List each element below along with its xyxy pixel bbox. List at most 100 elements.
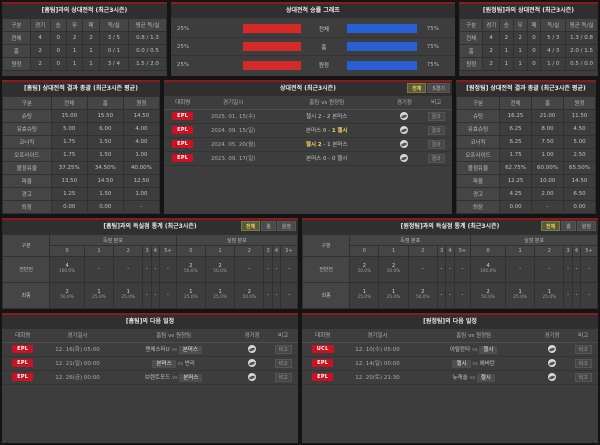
col-win: 승 bbox=[498, 18, 514, 32]
col-stadium: 경기장 bbox=[535, 329, 569, 343]
memo-button[interactable]: 비고 bbox=[274, 372, 292, 382]
memo-cell[interactable]: 비고 bbox=[268, 370, 298, 385]
cell-total: 0.00 bbox=[50, 200, 88, 214]
stadium-cell[interactable] bbox=[235, 342, 269, 357]
memo-cell[interactable]: 비고 bbox=[268, 342, 298, 357]
memo-cell[interactable]: 비고 bbox=[568, 356, 598, 371]
stadium-cell[interactable] bbox=[388, 137, 421, 152]
home-team: 첼시 bbox=[452, 360, 471, 368]
stadium-cell[interactable] bbox=[535, 370, 569, 385]
scored-bucket-0: 2 50.0% bbox=[49, 282, 85, 309]
toggle-all[interactable]: 전체 bbox=[540, 221, 561, 231]
stadium-cell[interactable] bbox=[388, 109, 421, 124]
memo-cell[interactable]: 비고 bbox=[568, 370, 598, 385]
scored-bucket-5plus: - bbox=[453, 282, 472, 309]
away-team: 번리 bbox=[184, 361, 195, 367]
toggle-away[interactable]: 원정 bbox=[276, 221, 296, 231]
stadium-icon bbox=[548, 345, 557, 353]
bucket-2: 2 bbox=[407, 245, 438, 257]
table-row: 퇴장 0.00-0.00 bbox=[456, 200, 596, 214]
memo-button[interactable]: 결과 bbox=[427, 125, 445, 135]
table-row[interactable]: EPL 12. 14(일) 00:00 첼시 vs 에버턴 비고 bbox=[302, 356, 598, 371]
panel-title-h2h-matches: 상대전적 (최근3시즌) 전체 5경기 bbox=[164, 82, 452, 96]
row-label: 유효슈팅 bbox=[456, 122, 501, 136]
memo-cell[interactable]: 결과 bbox=[420, 137, 452, 152]
conceded-bucket-0: 2 50.0% bbox=[470, 282, 506, 309]
stadium-icon bbox=[248, 345, 257, 353]
table-row[interactable]: EPL 2024. 09. 15(일) 본머스 0 - 1 첼시 결과 bbox=[164, 123, 452, 138]
stadium-cell[interactable] bbox=[388, 123, 421, 138]
table-row[interactable]: EPL 2025. 01. 15(수) 첼시 2 - 2 본머스 결과 bbox=[164, 109, 452, 124]
table-row[interactable]: EPL 2023. 09. 17(일) 본머스 0 - 0 첼시 결과 bbox=[164, 151, 452, 166]
memo-button[interactable]: 비고 bbox=[574, 372, 592, 382]
table-row: 전반전 2 50.0% 2 50.0% - - - - 4 100.0% - - - … bbox=[302, 256, 598, 283]
toggle-all[interactable]: 전체 bbox=[240, 221, 261, 231]
toggle-all[interactable]: 전체 bbox=[407, 83, 427, 93]
table-row[interactable]: EPL 12. 16(화) 05:00 맨체스터U vs 본머스 비고 bbox=[2, 342, 298, 357]
row-label: 경고 bbox=[2, 187, 52, 201]
panel-home-stats: [홈팀] 상대전적 결과 총괄 (최근3시즌 평균) 구분 전체 홈 원정 슈팅… bbox=[2, 80, 160, 214]
panel-filler bbox=[458, 71, 598, 76]
col-away: 원정 bbox=[122, 96, 160, 110]
match-teams: 본머스 0 - 1 첼시 bbox=[264, 123, 389, 138]
stadium-cell[interactable] bbox=[535, 356, 569, 371]
memo-button[interactable]: 비고 bbox=[574, 358, 592, 368]
panel-filler bbox=[2, 384, 298, 443]
cell-home: 1.00 bbox=[531, 148, 565, 162]
conceded-bucket-5plus: - bbox=[580, 256, 598, 283]
table-row[interactable]: EPL 2024. 05. 20(월) 첼시 2 - 1 본머스 결과 bbox=[164, 137, 452, 152]
league-badge: EPL bbox=[172, 112, 194, 120]
row-label: 최종 bbox=[302, 282, 351, 309]
stadium-cell[interactable] bbox=[235, 370, 269, 385]
table-home-goal-dist: 구분 득점 분포 실점 분포 0 1 2 3 4 5+ 0 1 2 3 4 5+ bbox=[2, 234, 298, 309]
col-memo: 비고 bbox=[568, 329, 598, 343]
table-subheader-row: 0 1 2 3 4 5+ 0 1 2 3 4 5+ bbox=[3, 245, 298, 257]
table-row: 홈 2 0 1 1 0 / 1 0.0 / 0.5 bbox=[2, 44, 167, 58]
stadium-cell[interactable] bbox=[535, 342, 569, 357]
memo-button[interactable]: 결과 bbox=[427, 153, 445, 163]
left-percent: 25% bbox=[176, 43, 190, 50]
scored-bucket-4: - bbox=[445, 256, 455, 283]
memo-button[interactable]: 결과 bbox=[427, 111, 445, 121]
memo-cell[interactable]: 결과 bbox=[420, 109, 452, 124]
cell-away: 65.50% bbox=[563, 161, 596, 175]
memo-cell[interactable]: 비고 bbox=[568, 342, 598, 357]
col-total: 전체 bbox=[499, 96, 533, 110]
panel-home-goal-dist: [홈팀]과의 득실점 통계 (최근3시즌) 전체 홈 원정 구분 득점 분포 실… bbox=[2, 218, 298, 309]
table-home-next-matches: 대회명 경기일시 홈팀 vs 원정팀 경기장 비고 EPL 12. 16(화) … bbox=[2, 329, 298, 385]
memo-button[interactable]: 비고 bbox=[574, 344, 592, 354]
cell-games: 2 bbox=[29, 57, 51, 71]
table-row[interactable]: UCL 12. 10(수) 05:00 아탈란타 vs 첼시 비고 bbox=[302, 342, 598, 357]
toggle-home[interactable]: 홈 bbox=[261, 221, 276, 231]
bucket-5plus: 5+ bbox=[580, 245, 598, 257]
memo-button[interactable]: 비고 bbox=[274, 358, 292, 368]
stadium-icon bbox=[248, 359, 257, 367]
cell-draw: 1 bbox=[65, 44, 84, 58]
toggle-last5[interactable]: 5경기 bbox=[427, 83, 450, 93]
stadium-cell[interactable] bbox=[388, 151, 421, 166]
table-row[interactable]: EPL 12. 21(일) 00:00 본머스 vs 번리 비고 bbox=[2, 356, 298, 371]
row-label: 원정 bbox=[458, 57, 484, 71]
panel-title-text: 상대전적 (최근3시즌) bbox=[280, 85, 336, 92]
memo-button[interactable]: 결과 bbox=[427, 139, 445, 149]
home-team: 본머스 bbox=[306, 156, 322, 162]
table-row[interactable]: EPL 12. 20(토) 21:30 뉴캐슬 vs 첼시 비고 bbox=[302, 370, 598, 385]
stadium-cell[interactable] bbox=[235, 356, 269, 371]
toggle-home[interactable]: 홈 bbox=[561, 221, 576, 231]
conceded-bucket-3: - bbox=[563, 282, 573, 309]
toggle-away[interactable]: 원정 bbox=[576, 221, 596, 231]
conceded-bucket-4: - bbox=[271, 256, 282, 283]
col-avg-gf-ga: 평균 득/실 bbox=[128, 18, 167, 32]
league-badge: EPL bbox=[312, 359, 334, 367]
memo-cell[interactable]: 결과 bbox=[420, 123, 452, 138]
memo-cell[interactable]: 비고 bbox=[268, 356, 298, 371]
league-cell: EPL bbox=[164, 109, 202, 124]
col-away: 원정 bbox=[563, 96, 596, 110]
table-row[interactable]: EPL 12. 26(금) 00:00 브렌트포드 vs 본머스 비고 bbox=[2, 370, 298, 385]
match-teams: 맨체스터U vs 본머스 bbox=[111, 342, 236, 357]
memo-button[interactable]: 비고 bbox=[274, 344, 292, 354]
memo-cell[interactable]: 결과 bbox=[420, 151, 452, 166]
panel-title-winrate: 상대전적 승률 그래프 bbox=[170, 4, 455, 18]
cell-avg: 0.0 / 0.5 bbox=[128, 44, 167, 58]
match-datetime: 12. 21(일) 00:00 bbox=[43, 356, 112, 371]
